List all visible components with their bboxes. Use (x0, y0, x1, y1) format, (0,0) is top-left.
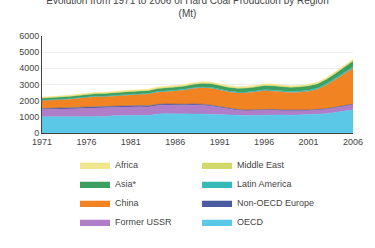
svg-text:5000: 5000 (19, 47, 39, 57)
svg-text:1996: 1996 (254, 137, 274, 147)
svg-text:Middle East: Middle East (237, 160, 285, 170)
svg-text:2001: 2001 (299, 137, 319, 147)
svg-text:6000: 6000 (19, 31, 39, 41)
svg-text:0: 0 (34, 128, 39, 138)
svg-text:China: China (115, 198, 139, 208)
svg-text:1991: 1991 (210, 137, 230, 147)
svg-text:1981: 1981 (121, 137, 141, 147)
svg-text:3000: 3000 (19, 80, 39, 90)
svg-text:2000: 2000 (19, 96, 39, 106)
svg-text:Africa: Africa (115, 160, 138, 170)
svg-text:Latin America: Latin America (237, 179, 292, 189)
svg-text:Evolution from 1971 to 2006 of: Evolution from 1971 to 2006 of Hard Coal… (46, 0, 328, 19)
svg-text:1986: 1986 (165, 137, 185, 147)
svg-text:2006: 2006 (343, 137, 363, 147)
svg-text:Former USSR: Former USSR (115, 217, 172, 227)
svg-text:4000: 4000 (19, 63, 39, 73)
svg-text:Non-OECD Europe: Non-OECD Europe (237, 198, 314, 208)
svg-text:1971: 1971 (32, 137, 52, 147)
svg-text:1000: 1000 (19, 112, 39, 122)
svg-text:1976: 1976 (76, 137, 96, 147)
svg-text:Asia*: Asia* (115, 179, 137, 189)
svg-text:OECD: OECD (237, 217, 264, 227)
